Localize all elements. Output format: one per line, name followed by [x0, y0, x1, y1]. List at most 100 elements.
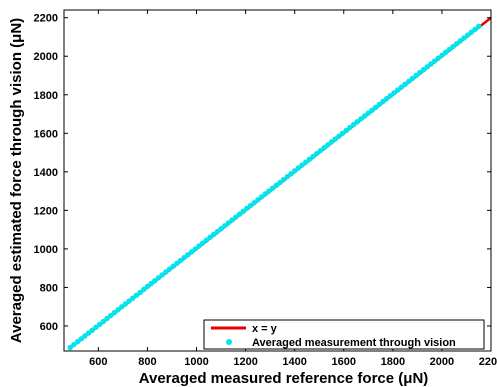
scatter-point — [185, 251, 191, 258]
scatter-point — [299, 162, 305, 168]
scatter-point — [74, 339, 81, 345]
scatter-point — [222, 223, 228, 229]
scatter-point — [347, 124, 353, 131]
scatter-point — [398, 84, 405, 90]
scatter-point — [395, 87, 401, 93]
scatter-point — [380, 98, 386, 105]
scatter-point — [233, 214, 239, 220]
scatter-point — [85, 330, 92, 336]
y-tick-label: 1400 — [34, 167, 58, 179]
scatter-point — [78, 336, 84, 342]
scatter-point — [115, 307, 121, 313]
legend-box — [203, 319, 485, 350]
scatter-point — [435, 55, 441, 61]
scatter-point — [409, 75, 416, 82]
scatter-point — [317, 147, 324, 154]
scatter-point — [442, 49, 449, 56]
legend-label-line: x = y — [252, 323, 278, 335]
scatter-point — [369, 107, 375, 113]
scatter-point — [413, 72, 419, 79]
scatter-point — [218, 225, 224, 232]
scatter-point — [163, 269, 169, 275]
x-tick-label: 1600 — [332, 356, 356, 368]
x-axis-label: Averaged measured reference force (μN) — [139, 370, 429, 387]
scatter-point — [133, 292, 140, 299]
scatter-point — [295, 165, 302, 171]
scatter-point — [229, 217, 235, 223]
scatter-point — [155, 275, 162, 281]
scatter-point — [372, 104, 379, 110]
scatter-point — [358, 116, 364, 122]
y-axis-label: Averaged estimated force through vision … — [8, 18, 25, 343]
scatter-point — [174, 260, 180, 267]
scatter-point — [461, 35, 467, 41]
y-tick-label: 1000 — [34, 244, 58, 256]
scatter-point — [247, 202, 254, 209]
scatter-point — [225, 220, 232, 226]
scatter-point — [236, 211, 243, 217]
scatter-point — [339, 130, 346, 136]
scatter-point — [262, 191, 268, 197]
scatter-point — [100, 318, 106, 325]
scatter-point — [402, 81, 408, 87]
scatter-point — [170, 263, 176, 269]
scatter-point — [439, 52, 445, 58]
scatter-point — [384, 95, 390, 102]
x-tick-label: 1000 — [184, 356, 208, 368]
scatter-point — [144, 283, 151, 290]
legend-marker-swatch — [226, 339, 232, 345]
scatter-point — [354, 119, 360, 125]
x-tick-label: 1200 — [233, 356, 257, 368]
scatter-point — [104, 315, 110, 322]
scatter-point — [376, 101, 383, 108]
x-tick-label: 600 — [89, 356, 107, 368]
scatter-point — [450, 43, 456, 50]
scatter-point — [89, 327, 95, 333]
plot-frame — [63, 9, 492, 352]
y-tick-label: 2000 — [34, 51, 58, 63]
scatter-point — [188, 249, 195, 255]
scatter-point — [332, 136, 338, 142]
x-tick-label: 800 — [138, 356, 156, 368]
scatter-point — [130, 295, 136, 301]
scatter-point — [96, 321, 103, 328]
y-tick-label: 600 — [40, 321, 58, 333]
scatter-point — [71, 341, 77, 348]
scatter-point — [159, 272, 165, 278]
scatter-point — [107, 312, 114, 319]
scatter-point — [361, 113, 368, 119]
plot-marks — [67, 16, 492, 351]
scatter-point — [365, 110, 371, 116]
scatter-point — [406, 78, 412, 84]
scatter-point — [472, 26, 478, 32]
scatter-point — [387, 93, 394, 99]
scatter-point — [314, 150, 320, 157]
scatter-point — [277, 179, 283, 186]
scatter-point — [82, 333, 88, 339]
scatter-point — [306, 156, 313, 163]
scatter-point — [291, 168, 298, 174]
scatter-point — [310, 153, 316, 160]
scatter-point — [166, 266, 173, 272]
y-tick-label: 1800 — [34, 90, 58, 102]
scatter-point — [273, 182, 279, 189]
x-tick-label: 1400 — [282, 356, 306, 368]
y-tick-label: 1600 — [34, 128, 58, 140]
scatter-point — [284, 173, 291, 180]
scatter-point — [177, 257, 184, 264]
scatter-point — [67, 344, 73, 351]
scatter-point — [424, 64, 430, 70]
scatter-point — [266, 188, 272, 194]
scatter-point — [258, 194, 265, 200]
scatter-point — [196, 243, 202, 249]
scatter-point — [303, 159, 309, 165]
scatter-point — [210, 231, 217, 238]
scatter-point — [126, 298, 132, 304]
scatter-point — [207, 234, 213, 241]
scatter-point — [350, 121, 357, 128]
scatter-point — [468, 29, 475, 35]
scatter-point — [255, 197, 261, 203]
x-tick-label: 2000 — [430, 356, 454, 368]
scatter-point — [203, 237, 210, 243]
